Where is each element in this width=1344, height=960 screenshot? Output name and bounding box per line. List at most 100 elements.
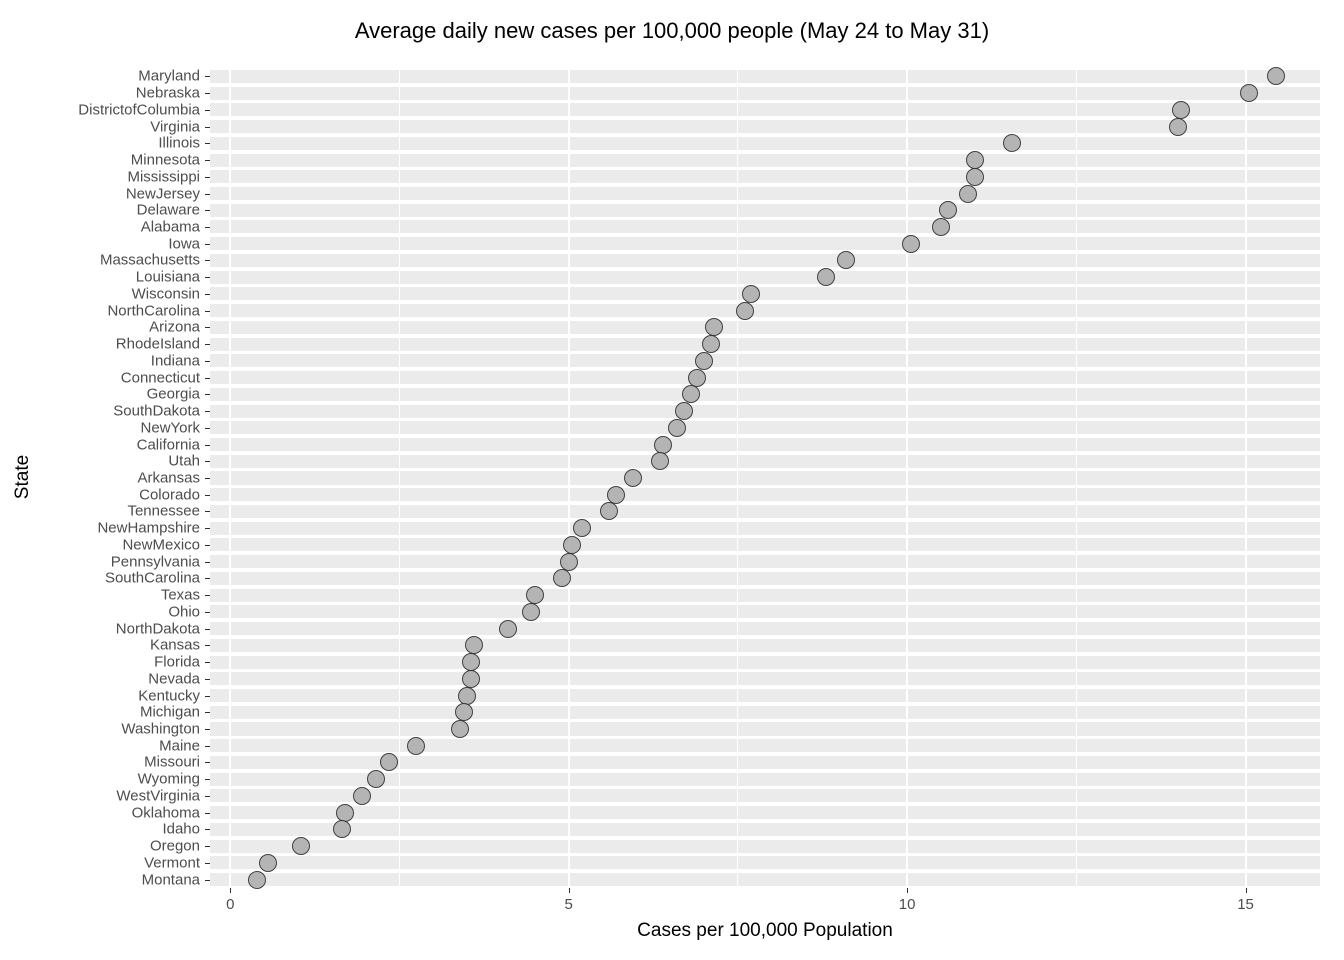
y-tick-label: NorthCarolina [107, 302, 200, 319]
data-point [932, 218, 950, 236]
y-tick-mark [205, 210, 210, 211]
y-tick-label: Oklahoma [132, 804, 200, 821]
y-tick-mark [205, 445, 210, 446]
row-stripe [210, 237, 1320, 250]
y-tick-label: NorthDakota [116, 620, 200, 637]
row-stripe [210, 170, 1320, 183]
data-point [675, 402, 693, 420]
data-point [451, 720, 469, 738]
y-tick-mark [205, 796, 210, 797]
gridline-minor [737, 68, 738, 888]
row-stripe [210, 522, 1320, 535]
row-stripe [210, 388, 1320, 401]
y-tick-mark [205, 662, 210, 663]
row-stripe [210, 304, 1320, 317]
y-tick-label: Arkansas [137, 470, 200, 487]
row-stripe [210, 572, 1320, 585]
y-tick-label: Indiana [151, 352, 200, 369]
y-tick-label: Connecticut [121, 369, 200, 386]
data-point [367, 770, 385, 788]
row-stripe [210, 806, 1320, 819]
y-tick-mark [205, 712, 210, 713]
row-stripe [210, 706, 1320, 719]
y-tick-label: Texas [161, 587, 200, 604]
y-tick-label: WestVirginia [116, 787, 200, 804]
data-point [651, 452, 669, 470]
data-point [742, 285, 760, 303]
data-point [1172, 101, 1190, 119]
data-point [600, 502, 618, 520]
y-tick-label: Wyoming [138, 771, 200, 788]
y-tick-mark [205, 160, 210, 161]
gridline-minor [399, 68, 400, 888]
y-tick-mark [205, 629, 210, 630]
y-tick-mark [205, 846, 210, 847]
data-point [465, 636, 483, 654]
row-stripe [210, 689, 1320, 702]
data-point [736, 302, 754, 320]
y-tick-label: Kentucky [138, 687, 200, 704]
y-tick-label: Nebraska [136, 85, 200, 102]
data-point [607, 486, 625, 504]
y-tick-label: Washington [121, 721, 200, 738]
data-point [902, 235, 920, 253]
row-stripe [210, 605, 1320, 618]
gridline-major [1245, 68, 1247, 888]
gridline-major [568, 68, 570, 888]
y-tick-label: NewHampshire [97, 520, 200, 537]
x-tick-label: 10 [899, 896, 916, 913]
y-tick-mark [205, 378, 210, 379]
row-stripe [210, 137, 1320, 150]
y-tick-mark [205, 76, 210, 77]
data-point [966, 151, 984, 169]
data-point [624, 469, 642, 487]
row-stripe [210, 856, 1320, 869]
gridline-major [906, 68, 908, 888]
x-axis-title: Cases per 100,000 Population [210, 920, 1320, 942]
y-axis-title: State [12, 427, 34, 527]
y-tick-label: Nevada [148, 670, 200, 687]
row-stripe [210, 405, 1320, 418]
row-stripe [210, 471, 1320, 484]
data-point [1003, 134, 1021, 152]
row-stripe [210, 622, 1320, 635]
chart-container: Average daily new cases per 100,000 peop… [0, 0, 1344, 960]
row-stripe [210, 873, 1320, 886]
y-tick-label: Massachusetts [100, 252, 200, 269]
y-tick-mark [205, 679, 210, 680]
data-point [353, 787, 371, 805]
row-stripe [210, 505, 1320, 518]
row-stripe [210, 120, 1320, 133]
data-point [526, 586, 544, 604]
plot-panel [210, 68, 1320, 888]
data-point [462, 653, 480, 671]
data-point [259, 854, 277, 872]
y-tick-mark [205, 478, 210, 479]
data-point [336, 804, 354, 822]
data-point [248, 871, 266, 889]
y-tick-mark [205, 562, 210, 563]
row-stripe [210, 656, 1320, 669]
y-tick-label: SouthDakota [113, 403, 200, 420]
y-tick-label: California [137, 436, 200, 453]
data-point [817, 268, 835, 286]
data-point [458, 687, 476, 705]
y-tick-mark [205, 143, 210, 144]
row-stripe [210, 756, 1320, 769]
row-stripe [210, 488, 1320, 501]
row-stripe [210, 371, 1320, 384]
data-point [292, 837, 310, 855]
data-point [563, 536, 581, 554]
y-tick-mark [205, 578, 210, 579]
data-point [837, 251, 855, 269]
y-tick-mark [205, 177, 210, 178]
y-tick-label: Maine [159, 737, 200, 754]
data-point [573, 519, 591, 537]
row-stripe [210, 789, 1320, 802]
y-tick-mark [205, 93, 210, 94]
y-tick-label: Oregon [150, 838, 200, 855]
data-point [1240, 84, 1258, 102]
y-tick-label: NewJersey [126, 185, 200, 202]
row-stripe [210, 187, 1320, 200]
y-tick-mark [205, 227, 210, 228]
